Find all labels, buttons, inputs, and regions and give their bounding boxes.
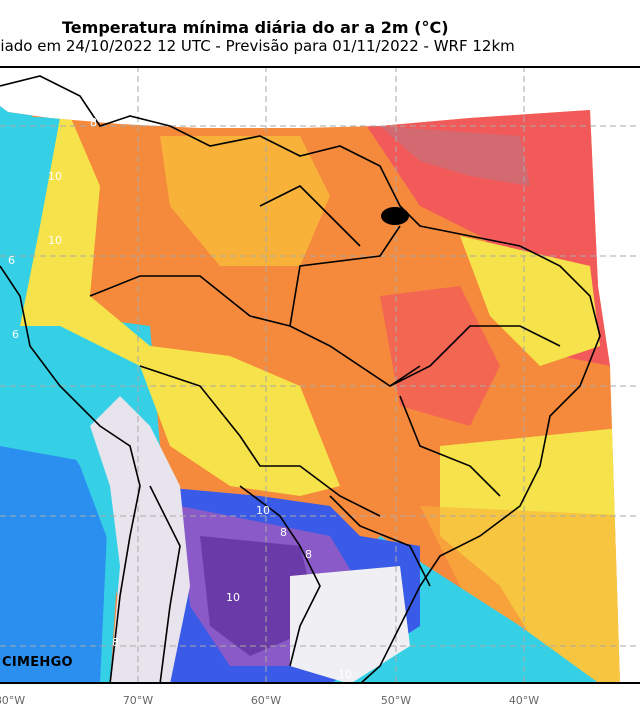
field-uruguay-light — [290, 566, 410, 684]
border-state-3 — [389, 325, 561, 387]
contour-label: 10 — [48, 170, 62, 183]
lon-tick-50w: 50°W — [380, 694, 412, 707]
field-mild-west — [0, 116, 340, 496]
map-subtitle: iciado em 24/10/2022 12 UTC - Previsão p… — [0, 37, 515, 55]
field-warm-amazon — [160, 136, 330, 266]
lon-tick-80w: 80°W — [0, 694, 26, 707]
temperature-map: 10 8 6 10 10 8 8 10 8 6 10 — [0, 66, 640, 684]
contour-label: 10 — [48, 234, 62, 247]
field-warm-atlantic — [420, 506, 620, 684]
coastline-west — [0, 265, 141, 684]
map-title: Temperatura mínima diária do ar a 2m (°C… — [62, 18, 449, 37]
amazon-delta — [381, 207, 409, 225]
contour-label: 8 — [90, 116, 97, 129]
lon-tick-60w: 60°W — [250, 694, 282, 707]
border-state-4 — [399, 395, 501, 497]
contour-label: 6 — [8, 254, 15, 267]
border-north — [89, 275, 421, 387]
lon-tick-40w: 40°W — [508, 694, 540, 707]
contour-label: 10 — [338, 668, 352, 681]
field-mild-northeast — [460, 236, 600, 366]
contour-label: 8 — [112, 636, 119, 649]
field-reddish-patch — [380, 126, 530, 186]
border-state-1 — [259, 185, 361, 247]
contour-label: 10 — [256, 504, 270, 517]
temperature-field — [0, 106, 620, 684]
contour-label: 8 — [280, 526, 287, 539]
longitude-axis: 80°W 70°W 60°W 50°W 40°W — [0, 684, 640, 727]
contour-label: 10 — [226, 591, 240, 604]
map-svg: 10 8 6 10 10 8 8 10 8 6 10 — [0, 66, 640, 684]
coastline-east — [0, 75, 601, 684]
contour-labels: 10 8 6 10 10 8 8 10 8 6 10 — [8, 116, 352, 681]
border-state-5 — [329, 495, 431, 587]
contour-label: 8 — [305, 548, 312, 561]
field-andes-highland — [90, 396, 190, 684]
border-paraguay — [239, 485, 321, 667]
lon-tick-70w: 70°W — [122, 694, 154, 707]
field-cold-pacific — [0, 446, 110, 684]
border-bolivia — [139, 365, 381, 517]
contour-label: 6 — [12, 328, 19, 341]
gridlines — [0, 66, 640, 684]
field-cool-north-coast — [0, 106, 40, 196]
border-state-2 — [289, 225, 401, 327]
boundaries — [0, 75, 601, 684]
border-chile — [149, 485, 181, 684]
cimehgo-logo: CIMEHGO — [2, 655, 73, 670]
